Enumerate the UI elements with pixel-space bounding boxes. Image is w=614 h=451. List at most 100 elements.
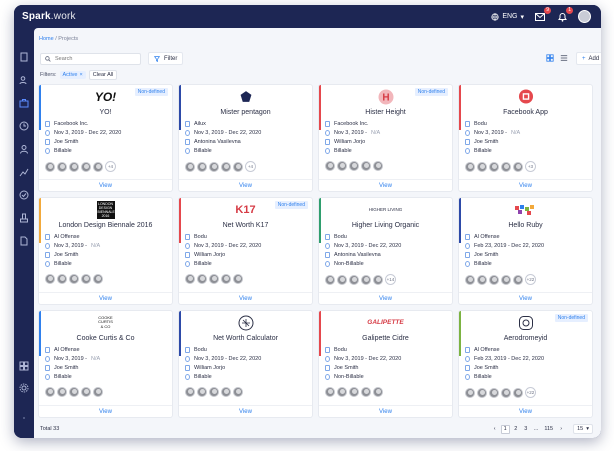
- project-card[interactable]: GALIPETTE Galipette Cidre Bodu Nov 3, 2019 …: [319, 311, 452, 417]
- page-2-button[interactable]: 2: [514, 426, 518, 432]
- project-card[interactable]: Non-defined K17 Net Worth K17 Bodu Nov 3, 20…: [179, 198, 312, 304]
- project-card[interactable]: Net Worth Calculator Bodu Nov 3, 2019 - De…: [179, 311, 312, 417]
- user-avatar[interactable]: [578, 10, 591, 23]
- member-avatar: [209, 161, 219, 172]
- project-title[interactable]: Net Worth K17: [222, 222, 269, 229]
- project-title[interactable]: YO!: [99, 109, 112, 116]
- manager-row: Joe Smith: [325, 363, 401, 372]
- project-logo: [518, 89, 533, 104]
- more-members-badge[interactable]: +3: [525, 161, 536, 172]
- billing-row: Billable: [185, 372, 261, 381]
- company-row: Bodu: [325, 232, 401, 241]
- chart-icon[interactable]: [19, 167, 29, 177]
- user-icon: [45, 251, 50, 258]
- more-members-badge[interactable]: +4: [105, 161, 116, 172]
- settings-icon[interactable]: [19, 383, 29, 393]
- project-title[interactable]: Aerodromeyid: [503, 335, 548, 342]
- notifications-button[interactable]: 1: [556, 6, 573, 23]
- clear-all-button[interactable]: Clear All: [88, 70, 118, 80]
- book-icon[interactable]: [19, 52, 29, 62]
- project-manager: Joe Smith: [54, 251, 79, 258]
- project-card[interactable]: Mister pentagon Ailux Nov 3, 2019 - Dec 22…: [179, 85, 312, 191]
- more-members-badge[interactable]: +14: [385, 274, 396, 285]
- page-1-button[interactable]: 1: [500, 424, 510, 434]
- project-title[interactable]: Higher Living Organic: [351, 222, 420, 229]
- project-title[interactable]: Facebook App: [503, 109, 548, 116]
- project-card[interactable]: COOKE CURTIS & CO Cooke Curtis & Co Al Off…: [39, 311, 172, 417]
- add-label: Add: [588, 55, 600, 62]
- project-title[interactable]: Mister pentagon: [220, 109, 271, 116]
- project-logo: [514, 202, 537, 217]
- briefcase-icon[interactable]: [19, 98, 29, 108]
- view-project-button[interactable]: View: [319, 292, 452, 304]
- view-project-button[interactable]: View: [459, 405, 592, 417]
- view-project-button[interactable]: View: [39, 292, 172, 304]
- project-title[interactable]: Galipette Cidre: [362, 335, 409, 342]
- view-project-button[interactable]: View: [179, 179, 312, 191]
- project-card[interactable]: Non-defined Aerodromeyid Al Offense Feb 23,…: [459, 311, 592, 417]
- add-button[interactable]: + Add: [576, 52, 601, 65]
- project-title[interactable]: Hello Ruby: [508, 222, 543, 229]
- project-title[interactable]: London Design Biennale 2016: [58, 222, 153, 229]
- view-project-button[interactable]: View: [39, 179, 172, 191]
- messages-button[interactable]: 9: [534, 6, 551, 23]
- member-avatar: [45, 274, 55, 284]
- project-card[interactable]: Facebook App Bodu Nov 3, 2019 - N/A Joe Smi…: [459, 85, 592, 191]
- brand-logo[interactable]: Spark.work: [22, 11, 76, 22]
- project-details: Bodu Nov 3, 2019 - Dec 22, 2020 Joe Smith N…: [325, 345, 401, 381]
- member-avatar: [221, 161, 231, 172]
- clock-icon[interactable]: [19, 121, 29, 131]
- language-switcher[interactable]: ENG ▾: [491, 12, 524, 21]
- view-project-button[interactable]: View: [39, 405, 172, 417]
- view-project-button[interactable]: View: [459, 292, 592, 304]
- filter-chip-active[interactable]: Active ×: [59, 71, 86, 79]
- stamp-icon[interactable]: [19, 213, 29, 223]
- grid-view-icon[interactable]: [546, 54, 554, 62]
- page-last-button[interactable]: 115: [544, 426, 554, 432]
- apps-icon[interactable]: [19, 361, 29, 371]
- calendar-icon: [45, 355, 50, 362]
- view-project-button[interactable]: View: [179, 405, 312, 417]
- search-input[interactable]: [55, 56, 135, 62]
- project-title[interactable]: Cooke Curtis & Co: [76, 335, 135, 342]
- member-avatar: [465, 274, 475, 285]
- more-members-badge[interactable]: +22: [525, 387, 536, 398]
- project-card[interactable]: Hello Ruby Al Offense Feb 23, 2019 - Dec 2…: [459, 198, 592, 304]
- project-end-na: N/A: [91, 242, 101, 249]
- next-page-button[interactable]: ›: [560, 426, 563, 432]
- per-page-select[interactable]: 15 ▾: [573, 424, 593, 434]
- project-manager: William Jorjo: [194, 364, 226, 371]
- view-project-button[interactable]: View: [459, 179, 592, 191]
- project-card[interactable]: Non-defined YO! YO! Facebook Inc. Nov 3, 201…: [39, 85, 172, 191]
- person-icon[interactable]: [19, 144, 29, 154]
- view-project-button[interactable]: View: [319, 405, 452, 417]
- project-title[interactable]: Net Worth Calculator: [213, 335, 278, 342]
- check-icon[interactable]: [19, 190, 29, 200]
- building-icon: [185, 346, 190, 353]
- close-icon[interactable]: ×: [79, 72, 83, 78]
- project-card[interactable]: LONDON DESIGN BIENNALE 2016 London Design…: [39, 198, 172, 304]
- project-title[interactable]: Hister Height: [365, 109, 406, 116]
- project-company: Bodu: [334, 233, 347, 240]
- main-content: Home / Projects Filter Filters: Active× …: [34, 28, 601, 438]
- view-project-button[interactable]: View: [179, 292, 312, 304]
- collapse-icon[interactable]: [19, 413, 29, 423]
- breadcrumb-home[interactable]: Home: [39, 36, 54, 42]
- globe-icon: [491, 12, 499, 21]
- document-icon[interactable]: [19, 236, 29, 246]
- more-members-badge[interactable]: +22: [525, 274, 536, 285]
- prev-page-button[interactable]: ‹: [493, 426, 496, 432]
- page-3-button[interactable]: 3: [524, 426, 528, 432]
- list-view-icon[interactable]: [560, 54, 568, 62]
- member-avatar: [45, 161, 55, 172]
- search-field[interactable]: [40, 53, 141, 65]
- users-icon[interactable]: [19, 75, 29, 85]
- project-card[interactable]: HIGHER LIVING Higher Living Organic Bodu No…: [319, 198, 452, 304]
- view-project-button[interactable]: View: [319, 179, 452, 191]
- app-window: Spark.work ENG ▾ 9 1: [14, 5, 601, 438]
- project-card[interactable]: Non-defined H Hister Height Facebook Inc. No…: [319, 85, 452, 191]
- project-billing: Billable: [54, 147, 72, 154]
- filter-button[interactable]: Filter: [148, 52, 184, 65]
- more-members-badge[interactable]: +4: [245, 161, 256, 172]
- team-avatars: +14: [325, 274, 396, 285]
